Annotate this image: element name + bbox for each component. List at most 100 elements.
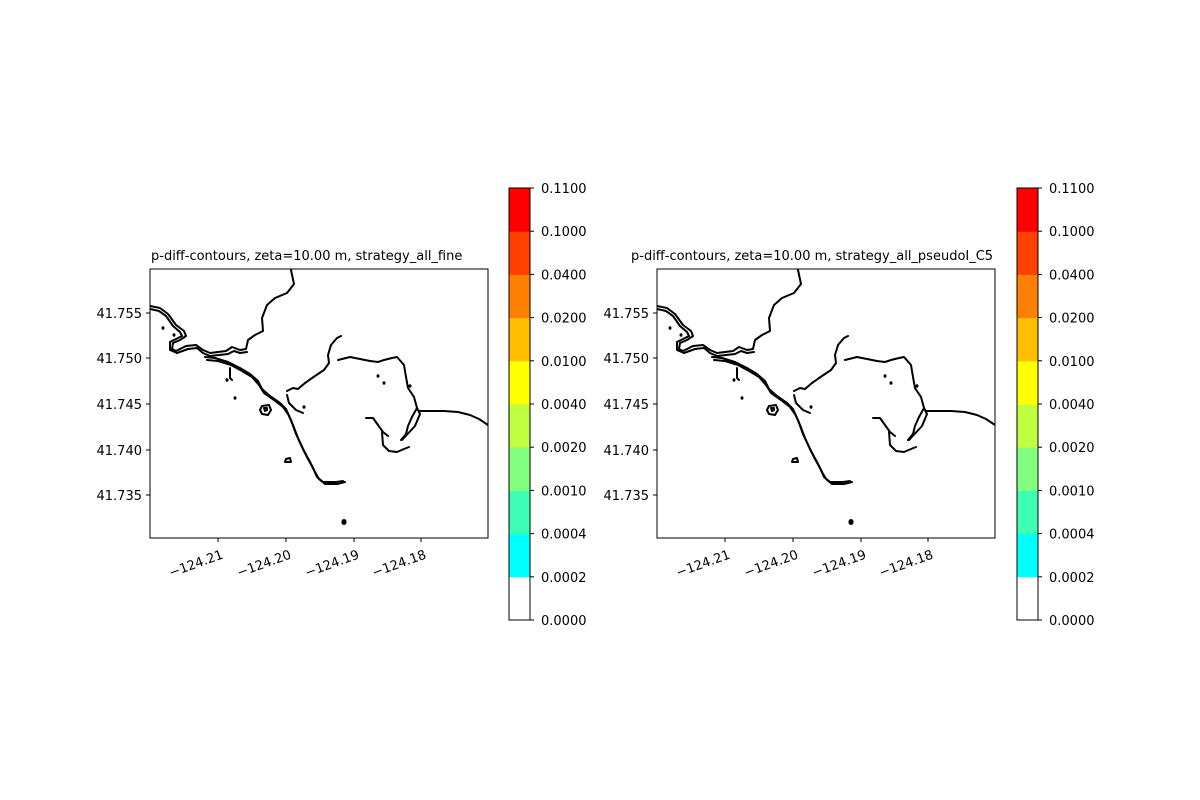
colorbar-segment-0-0 [509, 576, 530, 621]
y-tick-label-1-1: 41.740 [604, 444, 650, 459]
colorbar-tick-label-1-1: 0.0002 [1049, 571, 1095, 586]
coast-contour-1-13 [770, 407, 775, 412]
colorbar-segment-0-7 [509, 274, 530, 319]
coast-contour-1-10 [872, 417, 896, 437]
colorbar-segment-1-6 [1017, 317, 1038, 362]
coast-contour-1-1 [657, 308, 755, 357]
left-coastline-contours [150, 269, 488, 525]
y-tick-label-0-2: 41.745 [97, 398, 143, 413]
coast-contour-0-2 [204, 356, 344, 483]
coast-contour-1-8 [908, 407, 928, 441]
coast-contour-1-11 [791, 457, 799, 463]
colorbar-segment-1-9 [1017, 188, 1038, 232]
coast-contour-1-0 [657, 269, 802, 354]
colorbar-tick-label-1-7: 0.0200 [1049, 312, 1095, 327]
coast-contour-0-11 [284, 457, 292, 463]
colorbar-tick-label-1-8: 0.0400 [1049, 268, 1095, 283]
colorbar-tick-label-0-9: 0.1000 [541, 225, 587, 240]
colorbar-segment-1-0 [1017, 576, 1038, 621]
colorbar-tick-label-1-6: 0.0100 [1049, 355, 1095, 370]
coast-contour-1-3 [713, 359, 853, 485]
islet-1-4 [848, 519, 854, 525]
colorbar-tick-label-1-3: 0.0010 [1049, 484, 1095, 499]
coast-contour-0-13 [263, 407, 268, 412]
colorbar-tick-label-1-9: 0.1000 [1049, 225, 1095, 240]
left-map-frame [149, 268, 489, 539]
coast-contour-0-7 [418, 410, 488, 426]
colorbar-tick-label-0-2: 0.0004 [541, 528, 587, 543]
coast-contour-0-0 [150, 269, 295, 354]
right-map-panel: p-diff-contours, zeta=10.00 m, strategy_… [604, 182, 1095, 629]
colorbar-tick-label-0-0: 0.0000 [541, 614, 587, 629]
left-map-panel: p-diff-contours, zeta=10.00 m, strategy_… [97, 182, 587, 629]
y-tick-label-1-4: 41.755 [604, 307, 650, 322]
left-map-title: p-diff-contours, zeta=10.00 m, strategy_… [151, 249, 462, 264]
y-tick-label-1-2: 41.745 [604, 398, 650, 413]
coast-contour-1-5 [793, 394, 811, 414]
x-tick-label-1-0: −124.21 [674, 548, 732, 581]
colorbar-tick-label-0-10: 0.1100 [541, 182, 587, 197]
x-tick-label-1-1: −124.20 [742, 548, 800, 581]
coast-contour-1-9 [888, 431, 917, 453]
colorbar-tick-label-0-1: 0.0002 [541, 571, 587, 586]
islet-0-8 [408, 384, 412, 388]
colorbar-segment-1-4 [1017, 404, 1038, 448]
coast-contour-1-12 [766, 404, 779, 416]
x-tick-label-0-0: −124.21 [167, 548, 225, 581]
coast-contour-0-5 [286, 394, 304, 414]
coast-contour-0-9 [381, 431, 410, 453]
islet-0-4 [341, 519, 347, 525]
islet-1-0 [668, 326, 672, 330]
islet-1-2 [732, 378, 736, 382]
colorbar-tick-label-0-8: 0.0400 [541, 268, 587, 283]
colorbar-segment-1-5 [1017, 360, 1038, 405]
coast-contour-0-8 [401, 407, 421, 441]
islet-1-7 [889, 381, 893, 385]
y-tick-label-0-1: 41.740 [97, 444, 143, 459]
islet-0-1 [172, 333, 176, 337]
y-tick-label-0-0: 41.735 [97, 489, 143, 504]
colorbar-tick-label-1-10: 0.1100 [1049, 182, 1095, 197]
x-tick-label-1-2: −124.19 [810, 548, 868, 581]
islet-1-5 [809, 405, 813, 409]
y-tick-label-1-3: 41.750 [604, 352, 650, 367]
y-tick-label-0-4: 41.755 [97, 307, 143, 322]
right-map-title: p-diff-contours, zeta=10.00 m, strategy_… [631, 249, 993, 264]
coast-contour-1-6 [844, 356, 925, 441]
y-tick-label-1-0: 41.735 [604, 489, 650, 504]
islet-0-0 [161, 326, 165, 330]
x-tick-label-1-3: −124.18 [877, 548, 935, 581]
colorbar-segment-0-4 [509, 404, 530, 448]
islet-0-6 [376, 374, 380, 378]
coast-contour-0-1 [150, 308, 248, 357]
colorbar-tick-label-1-2: 0.0004 [1049, 528, 1095, 543]
colorbar-segment-1-8 [1017, 231, 1038, 275]
colorbar-segment-1-2 [1017, 490, 1038, 535]
colorbar-segment-0-6 [509, 317, 530, 362]
right-coastline-contours [657, 269, 995, 525]
islet-0-3 [233, 396, 237, 400]
islet-1-3 [740, 396, 744, 400]
islet-1-6 [883, 374, 887, 378]
coast-contour-1-4 [793, 335, 849, 392]
coast-contour-0-4 [286, 335, 342, 392]
coast-contour-0-12 [259, 404, 272, 416]
islet-0-5 [302, 405, 306, 409]
colorbar-tick-label-1-5: 0.0040 [1049, 398, 1095, 413]
colorbar-segment-0-2 [509, 490, 530, 535]
colorbar-segment-1-1 [1017, 533, 1038, 578]
islet-1-1 [679, 333, 683, 337]
colorbar-segment-0-1 [509, 533, 530, 578]
x-tick-label-0-3: −124.18 [370, 548, 428, 581]
coast-contour-0-3 [206, 359, 346, 485]
islet-0-2 [225, 378, 229, 382]
colorbar-tick-label-0-4: 0.0020 [541, 441, 587, 456]
coast-contour-0-14 [229, 367, 233, 381]
coast-contour-1-14 [736, 367, 740, 381]
colorbar-tick-label-0-7: 0.0200 [541, 312, 587, 327]
colorbar-tick-label-0-6: 0.0100 [541, 355, 587, 370]
colorbar-segment-1-7 [1017, 274, 1038, 319]
colorbar-tick-label-1-0: 0.0000 [1049, 614, 1095, 629]
coast-contour-1-2 [711, 356, 851, 483]
